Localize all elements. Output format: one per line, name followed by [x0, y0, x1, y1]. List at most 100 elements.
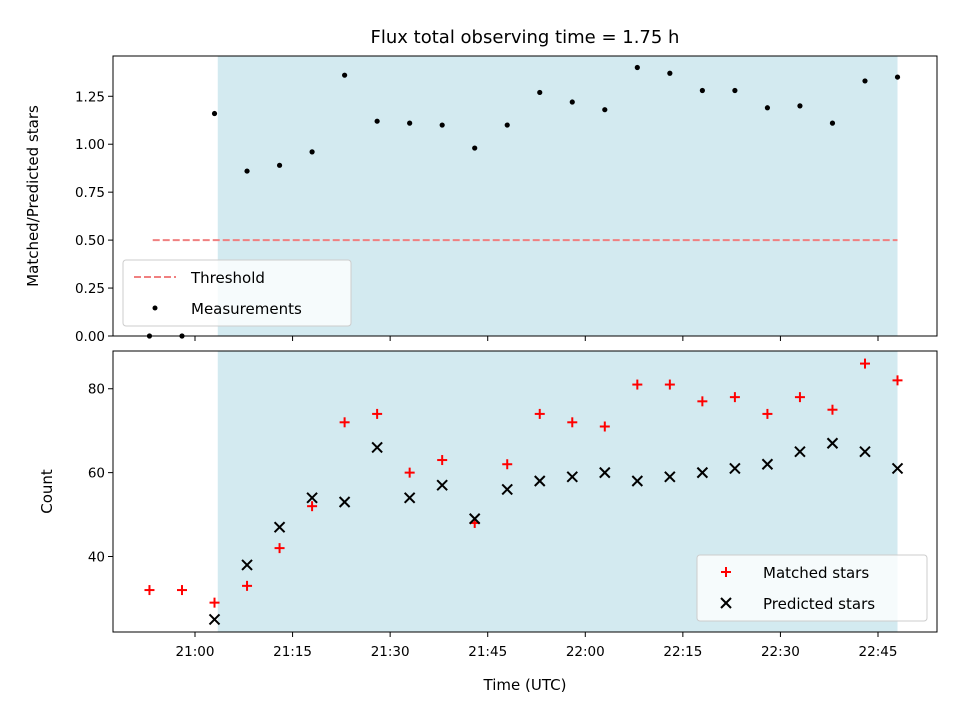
bottom-x-ticks: 21:00 21:15 21:30 21:45 22:00 22:15 22:30 22:45 [176, 632, 898, 660]
top-y-axis-label: Matched/Predicted stars [24, 105, 42, 287]
predicted-star-point [468, 513, 481, 525]
matched-star-point [242, 580, 253, 591]
measurement-point [244, 168, 250, 174]
measurement-point [276, 162, 283, 168]
measurement-point [667, 70, 673, 76]
matched-star-point [567, 417, 578, 428]
bottom-legend: Matched stars Predicted stars [696, 554, 928, 622]
measurement-point [537, 89, 543, 96]
measurement-point [797, 103, 803, 109]
y-tick-label: 0.00 [75, 329, 105, 345]
y-tick-label: 40 [88, 550, 105, 566]
matched-star-point [502, 459, 513, 470]
bottom-y-ticks: 40 60 80 [88, 382, 113, 566]
measurement-point [374, 118, 380, 124]
predicted-star-point [534, 475, 546, 487]
x-tick-label: 21:15 [273, 644, 312, 660]
legend-measurements-label: Measurements [191, 300, 302, 318]
matched-star-point [892, 375, 903, 386]
legend-matched-label: Matched stars [763, 564, 869, 582]
measurement-point [732, 87, 738, 94]
measurement-point [829, 120, 836, 126]
predicted-star-point [826, 437, 839, 449]
predicted-star-point [729, 462, 741, 475]
predicted-star-point [566, 471, 578, 483]
measurement-point [602, 107, 608, 113]
measurement-point [504, 122, 510, 128]
matched-star-point [827, 404, 838, 415]
x-tick-label: 21:00 [176, 644, 215, 660]
predicted-star-point [241, 559, 253, 571]
x-tick-label: 22:15 [663, 644, 702, 660]
top-axes-frame [112, 55, 938, 337]
predicted-star-point [403, 492, 416, 504]
top-panel: 0.00 0.25 0.50 0.75 1.00 1.25 Matched/Predict… [24, 55, 938, 345]
predicted-star-point [371, 441, 383, 454]
predicted-star-point [501, 483, 513, 496]
bottom-panel: 40 60 80 21:00 21:15 21:30 21:45 22:00 22:15 22:… [38, 350, 938, 694]
legend-measurements-swatch [152, 305, 158, 311]
matched-star-point [664, 379, 675, 390]
measurement-point [309, 149, 315, 155]
matched-star-point [859, 358, 870, 369]
predicted-star-point [208, 613, 221, 626]
top-legend-box [122, 259, 352, 327]
matched-star-point [144, 585, 155, 596]
measurement-point [569, 99, 575, 105]
x-tick-label: 21:30 [371, 644, 410, 660]
predicted-star-point [631, 475, 644, 487]
count-points [144, 358, 904, 626]
bottom-legend-box [696, 554, 928, 622]
y-tick-label: 0.50 [75, 233, 105, 249]
top-x-ticks [194, 336, 879, 341]
matched-star-point [762, 408, 773, 419]
y-tick-label: 1.25 [75, 89, 105, 105]
measurement-point [699, 87, 705, 94]
y-tick-label: 0.75 [75, 185, 105, 201]
x-tick-label: 21:45 [468, 644, 507, 660]
matched-star-point [599, 421, 610, 432]
legend-matched-swatch [721, 567, 731, 577]
bottom-axes-frame [112, 350, 938, 633]
predicted-star-point [436, 479, 448, 491]
y-tick-label: 80 [88, 382, 105, 398]
x-tick-label: 22:30 [761, 644, 800, 660]
predicted-star-point [859, 445, 871, 458]
matched-star-point [697, 396, 708, 407]
matched-star-point [534, 408, 545, 419]
matched-star-point [632, 379, 643, 390]
measurement-point [439, 122, 445, 128]
legend-threshold-label: Threshold [190, 269, 265, 287]
matched-star-point [274, 543, 285, 554]
predicted-star-point [761, 458, 774, 470]
measurement-points [146, 64, 901, 339]
measurement-point [764, 105, 771, 111]
x-tick-label: 22:00 [566, 644, 605, 660]
y-tick-label: 0.25 [75, 281, 105, 297]
x-tick-label: 22:45 [859, 644, 898, 660]
predicted-star-point [664, 471, 676, 483]
matched-star-point [404, 467, 415, 478]
measurement-point [894, 74, 901, 80]
top-y-ticks: 0.00 0.25 0.50 0.75 1.00 1.25 [75, 89, 113, 345]
matched-star-point [176, 585, 187, 596]
legend-predicted-swatch [720, 597, 732, 609]
measurement-point [472, 145, 478, 151]
matched-star-point [794, 392, 805, 403]
predicted-star-point [696, 466, 709, 479]
measurement-point [634, 64, 640, 71]
matched-star-point [209, 597, 220, 608]
predicted-star-point [273, 521, 286, 533]
matched-star-point [339, 417, 350, 428]
predicted-star-point [338, 496, 351, 508]
y-tick-label: 1.00 [75, 137, 105, 153]
legend-predicted-label: Predicted stars [763, 595, 875, 613]
predicted-star-point [306, 492, 318, 504]
predicted-star-point [794, 445, 806, 458]
y-tick-label: 60 [88, 466, 105, 482]
matched-star-point [437, 455, 448, 466]
predicted-star-point [891, 462, 904, 475]
top-legend: Threshold Measurements [122, 259, 352, 327]
chart-title: Flux total observing time = 1.75 h [371, 27, 680, 48]
